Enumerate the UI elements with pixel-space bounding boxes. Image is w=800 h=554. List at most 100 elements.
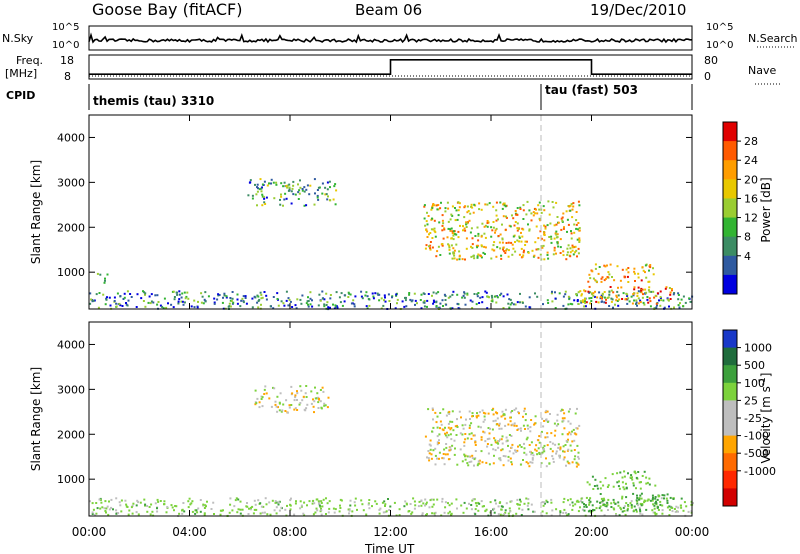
heatmap-cell bbox=[378, 299, 381, 302]
heatmap-cell bbox=[623, 509, 626, 512]
heatmap-cell bbox=[414, 504, 417, 507]
velocity-cbar-swatch bbox=[723, 488, 737, 507]
heatmap-cell bbox=[523, 407, 526, 410]
heatmap-cell bbox=[510, 446, 513, 449]
heatmap-cell bbox=[607, 498, 610, 501]
heatmap-cell bbox=[190, 305, 193, 308]
heatmap-cell bbox=[441, 229, 444, 232]
heatmap-cell bbox=[434, 235, 437, 238]
heatmap-cell bbox=[493, 295, 496, 298]
heatmap-cell bbox=[541, 510, 544, 513]
velocity-cbar-swatch bbox=[723, 365, 737, 384]
heatmap-cell bbox=[334, 183, 337, 186]
heatmap-cell bbox=[604, 477, 607, 480]
heatmap-cell bbox=[454, 425, 457, 428]
heatmap-cell bbox=[494, 499, 497, 502]
heatmap-cell bbox=[455, 243, 458, 246]
heatmap-cell bbox=[480, 255, 482, 258]
heatmap-cell bbox=[651, 498, 654, 500]
heatmap-cell bbox=[491, 296, 494, 299]
heatmap-cell bbox=[559, 410, 562, 412]
heatmap-cell bbox=[431, 207, 434, 210]
heatmap-cell bbox=[123, 292, 126, 295]
heatmap-cell bbox=[654, 497, 657, 500]
heatmap-cell bbox=[472, 211, 475, 214]
power-cbar-frame bbox=[722, 121, 738, 295]
heatmap-cell bbox=[143, 291, 146, 294]
heatmap-cell bbox=[588, 499, 591, 502]
heatmap-cell bbox=[666, 493, 669, 496]
heatmap-cell bbox=[492, 249, 495, 252]
heatmap-cell bbox=[441, 244, 444, 247]
heatmap-cell bbox=[464, 303, 467, 306]
heatmap-cell bbox=[470, 255, 473, 258]
heatmap-cell bbox=[615, 294, 618, 297]
heatmap-cell bbox=[508, 306, 511, 309]
heatmap-cell bbox=[124, 499, 127, 502]
heatmap-cell bbox=[251, 306, 254, 309]
heatmap-cell bbox=[576, 444, 579, 447]
heatmap-cell bbox=[620, 286, 623, 289]
heatmap-cell bbox=[335, 291, 338, 294]
heatmap-cell bbox=[535, 449, 538, 452]
heatmap-cell bbox=[118, 501, 121, 504]
heatmap-cell bbox=[144, 305, 147, 308]
heatmap-cell bbox=[303, 190, 306, 193]
heatmap-cell bbox=[520, 446, 523, 448]
heatmap-cell bbox=[607, 296, 610, 299]
heatmap-cell bbox=[580, 294, 583, 297]
heatmap-cell bbox=[242, 295, 245, 298]
heatmap-cell bbox=[637, 297, 640, 300]
heatmap-cell bbox=[675, 505, 678, 508]
heatmap-cell bbox=[101, 506, 104, 509]
heatmap-cell bbox=[519, 292, 521, 295]
heatmap-cell bbox=[637, 272, 640, 275]
heatmap-cell bbox=[588, 273, 591, 276]
heatmap-cell bbox=[117, 512, 120, 515]
heatmap-cell bbox=[495, 201, 498, 204]
heatmap-cell bbox=[471, 307, 474, 310]
heatmap-cell bbox=[407, 510, 410, 513]
heatmap-cell bbox=[149, 302, 152, 305]
heatmap-cell bbox=[470, 227, 473, 230]
heatmap-cell bbox=[280, 195, 283, 198]
power-cbar-tick-label: 20 bbox=[744, 173, 758, 186]
heatmap-cell bbox=[366, 307, 369, 310]
heatmap-cell bbox=[424, 247, 427, 250]
heatmap-cell bbox=[520, 429, 522, 432]
heatmap-cell bbox=[371, 292, 374, 295]
heatmap-cell bbox=[280, 182, 283, 185]
heatmap-cell bbox=[338, 296, 341, 299]
heatmap-cell bbox=[583, 298, 586, 301]
heatmap-cell bbox=[566, 449, 569, 452]
heatmap-cell bbox=[546, 436, 549, 439]
heatmap-cell bbox=[520, 231, 522, 234]
heatmap-cell bbox=[300, 504, 303, 507]
heatmap-cell bbox=[486, 445, 489, 448]
heatmap-cell bbox=[591, 504, 594, 507]
heatmap-cell bbox=[316, 196, 319, 199]
heatmap-cell bbox=[575, 227, 578, 230]
heatmap-cell bbox=[551, 300, 554, 303]
heatmap-cell bbox=[639, 299, 642, 302]
heatmap-cell bbox=[551, 442, 554, 445]
heatmap-cell bbox=[542, 446, 545, 449]
heatmap-cell bbox=[453, 257, 456, 260]
heatmap-cell bbox=[636, 500, 639, 503]
heatmap-cell bbox=[478, 462, 481, 465]
heatmap-cell bbox=[666, 502, 669, 504]
heatmap-cell bbox=[603, 301, 606, 304]
heatmap-cell bbox=[104, 279, 106, 282]
heatmap-cell bbox=[335, 305, 338, 308]
freq-tick-top: 18 bbox=[60, 54, 74, 67]
heatmap-cell bbox=[320, 509, 323, 512]
heatmap-cell bbox=[258, 298, 261, 301]
heatmap-cell bbox=[554, 297, 557, 300]
heatmap-cell bbox=[672, 498, 675, 500]
heatmap-cell bbox=[639, 508, 641, 511]
heatmap-cell bbox=[99, 499, 102, 501]
heatmap-cell bbox=[559, 252, 562, 254]
heatmap-cell bbox=[563, 456, 566, 459]
heatmap-cell bbox=[648, 286, 651, 289]
heatmap-cell bbox=[659, 304, 662, 307]
